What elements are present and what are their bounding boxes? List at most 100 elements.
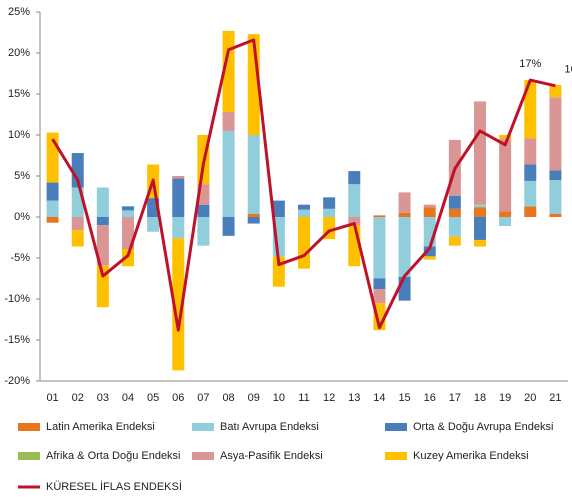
y-tick-label: -10% [4,293,30,305]
bar-segment [197,217,210,246]
y-tick-label: -20% [4,375,30,387]
x-tick-label: 18 [474,392,486,404]
bar-segment [96,217,109,226]
bar-segment [172,178,185,217]
bar-segment [46,182,59,201]
bar-segment [423,256,436,260]
bar-segment [448,236,461,246]
line [51,38,556,332]
x-tick-label: 08 [222,392,234,404]
legend-swatch [385,452,407,460]
bar-segment [348,171,361,185]
bar-segment [549,213,562,217]
bar-segment [298,209,310,217]
bar-segment [499,139,512,212]
bar-segment [348,184,361,217]
data-label: 17% [519,58,541,70]
legend-label: KÜRESEL İFLAS ENDEKSİ [46,480,182,493]
x-tick-label: 01 [46,392,58,404]
y-tick-label: -15% [4,334,30,346]
bar-segment [398,192,411,213]
bar-segment [147,217,160,232]
legend-label: Orta & Doğu Avrupa Endeksi [413,421,553,433]
bar-segment [298,204,310,210]
bar-segment [373,215,386,217]
x-tick-label: 16 [424,392,436,404]
legend-label: Kuzey Amerika Endeksi [413,450,529,462]
bar-segment [423,207,436,217]
bar-segment [247,217,260,224]
bar-segment [96,187,109,217]
bar-segment [448,217,461,237]
bar-segment [71,230,84,247]
legend-label: Afrika & Orta Doğu Endeksi [46,450,181,462]
x-tick-label: 13 [348,392,360,404]
x-tick-label: 10 [273,392,285,404]
x-tick-label: 11 [298,392,309,404]
bar-segment [524,80,537,139]
data-label: 16% [564,64,572,76]
bar-segment [448,195,461,209]
bar-segment [398,276,411,301]
x-tick-label: 12 [323,392,335,404]
bar-segment [524,138,537,165]
bar-segment [197,204,210,217]
legend-swatch [18,452,40,460]
bar-segment [524,164,537,181]
legend-swatch [385,423,407,431]
x-tick-label: 06 [172,392,184,404]
x-tick-label: 15 [398,392,410,404]
bar-segment [474,101,486,205]
bar-segment [323,208,336,217]
bar-segment [122,217,134,249]
bar-segment [96,225,109,266]
x-tick-label: 04 [122,392,134,404]
bar-segment [122,248,134,267]
bar-segment [373,289,386,304]
legend-swatch [192,423,214,431]
bar-segment [272,200,285,217]
y-tick-label: 25% [8,6,30,18]
bar-segment [474,217,486,240]
x-tick-label: 02 [72,392,84,404]
x-tick-label: 05 [147,392,159,404]
bar-segment [373,278,386,290]
bar-segment [222,130,235,217]
y-tick-label: 0% [14,211,30,223]
bar-segment [549,180,562,214]
x-tick-label: 17 [449,392,461,404]
bar-segment [298,217,310,269]
bar-segment [423,246,436,257]
bar-segment [499,135,512,140]
y-tick-label: 15% [8,88,30,100]
bar-segment [222,112,235,131]
bar-segment [46,200,59,217]
legend-label: Asya-Pasifik Endeksi [220,450,323,462]
bar-segment [96,265,109,308]
x-tick-label: 20 [524,392,536,404]
bar-segment [71,217,84,231]
x-tick-label: 19 [499,392,511,404]
x-tick-label: 03 [97,392,109,404]
bar-segment [247,135,260,214]
y-tick-label: 20% [8,47,30,59]
bar-segment [423,204,436,208]
x-tick-label: 21 [549,392,561,404]
bar-segment [46,217,59,223]
y-tick-label: 10% [8,129,30,141]
x-tick-label: 14 [373,392,385,404]
bar-segment [71,153,84,188]
bar-segment [549,84,562,98]
bar-segment [524,180,537,207]
bar-segment [499,211,512,217]
bar-segment [222,217,235,236]
bar-segment [398,217,411,277]
bar-segment [474,207,486,217]
bar-segment [549,170,562,181]
bar-segment [122,206,134,211]
bar-segment [247,213,260,217]
legend-label: Latin Amerika Endeksi [46,421,155,433]
legend-swatch [192,452,214,460]
bar-segment [323,197,336,209]
bar-segment [499,217,512,227]
